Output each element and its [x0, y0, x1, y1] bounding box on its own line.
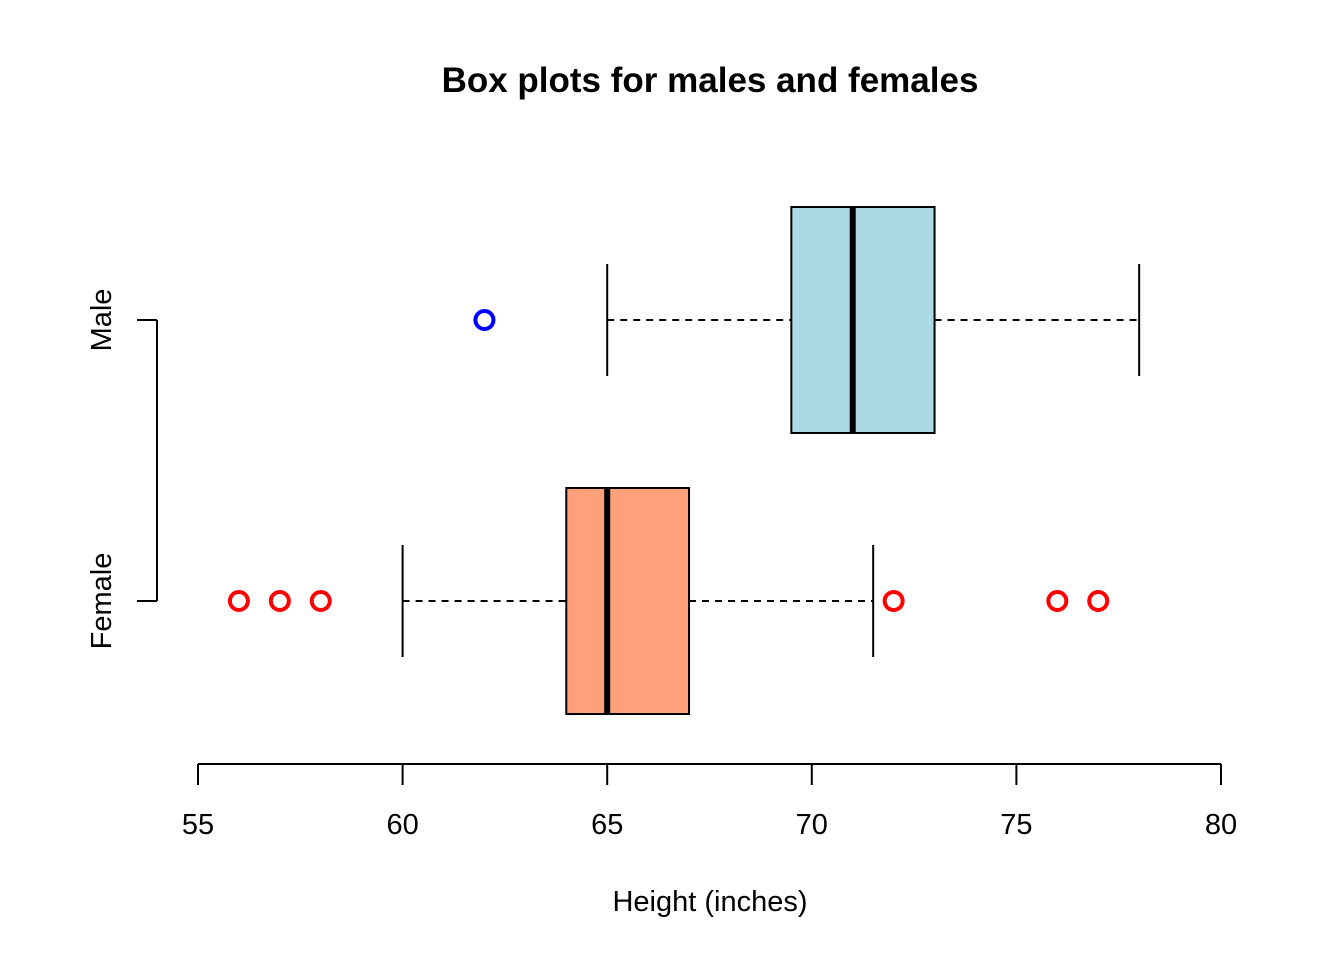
female-box: [565, 487, 691, 715]
x-tick-label: 60: [386, 809, 418, 841]
chart-title: Box plots for males and females: [442, 61, 979, 100]
female-outlier-point: [227, 590, 250, 612]
female-outlier-point: [1087, 590, 1110, 612]
x-tick-label: 70: [796, 809, 828, 841]
x-tick-label: 80: [1205, 809, 1237, 841]
female-outlier-point: [1046, 590, 1069, 612]
x-tick-label: 55: [182, 809, 214, 841]
y-tick-label-female: Female: [86, 553, 118, 650]
plot-area: [227, 206, 1141, 715]
male-outlier-point: [473, 309, 496, 331]
female-outlier-point: [309, 590, 332, 612]
male-box: [790, 206, 936, 434]
x-axis-label: Height (inches): [612, 886, 807, 918]
y-axis: Female Male: [86, 289, 158, 650]
y-tick-label-male: Male: [86, 289, 118, 352]
female-outlier-point: [882, 590, 905, 612]
female-outlier-point: [268, 590, 291, 612]
x-tick-label: 75: [1000, 809, 1032, 841]
x-tick-label: 65: [591, 809, 623, 841]
x-axis: 55 60 65 70 75 80: [182, 763, 1237, 841]
